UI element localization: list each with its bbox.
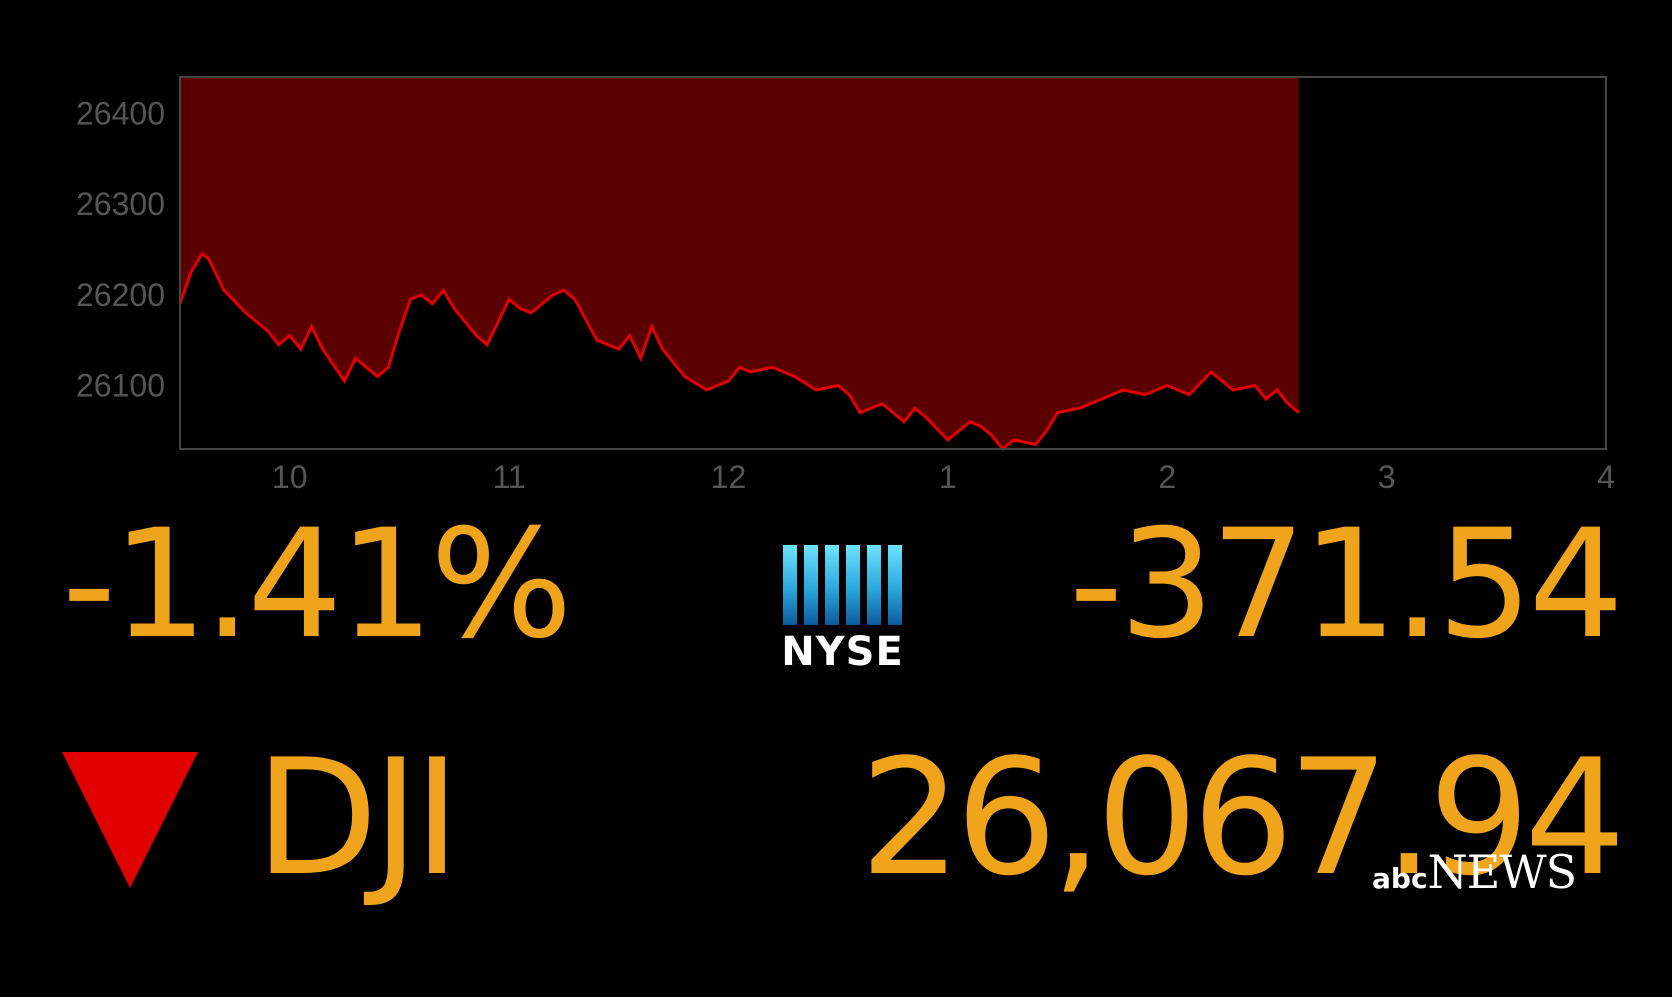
y-tick-label: 26300 bbox=[76, 186, 165, 222]
index-name: DJI bbox=[255, 724, 461, 911]
y-tick-label: 26400 bbox=[76, 95, 165, 131]
index-value: 26,067.94 bbox=[859, 724, 1626, 911]
x-tick-label: 3 bbox=[1378, 459, 1396, 495]
news-logo-text: NEWS bbox=[1427, 845, 1578, 899]
x-axis-ticks: 10 11 12 1 2 3 4 bbox=[272, 459, 1615, 495]
y-tick-label: 26100 bbox=[76, 367, 165, 403]
percent-change: -1.41% bbox=[62, 498, 573, 672]
abc-logo-text: abc bbox=[1372, 862, 1428, 895]
x-tick-label: 11 bbox=[492, 459, 525, 495]
abc-news-logo: abcNEWS bbox=[1372, 845, 1578, 899]
series-area-fill bbox=[180, 77, 1299, 449]
nyse-logo-text: NYSE bbox=[781, 629, 904, 675]
x-tick-label: 1 bbox=[939, 459, 957, 495]
y-tick-label: 26200 bbox=[76, 277, 165, 313]
nyse-bars-icon bbox=[782, 545, 903, 625]
point-change: -371.54 bbox=[1069, 498, 1624, 672]
down-arrow-icon bbox=[62, 752, 198, 888]
x-tick-label: 2 bbox=[1158, 459, 1176, 495]
nyse-logo: NYSE bbox=[780, 545, 905, 675]
series-line bbox=[178, 251, 1300, 452]
x-tick-label: 12 bbox=[711, 459, 747, 495]
y-axis-ticks: 26100 26200 26300 26400 bbox=[76, 95, 165, 403]
plot-frame bbox=[179, 76, 1607, 450]
x-tick-label: 4 bbox=[1597, 459, 1615, 495]
x-tick-label: 10 bbox=[272, 459, 308, 495]
